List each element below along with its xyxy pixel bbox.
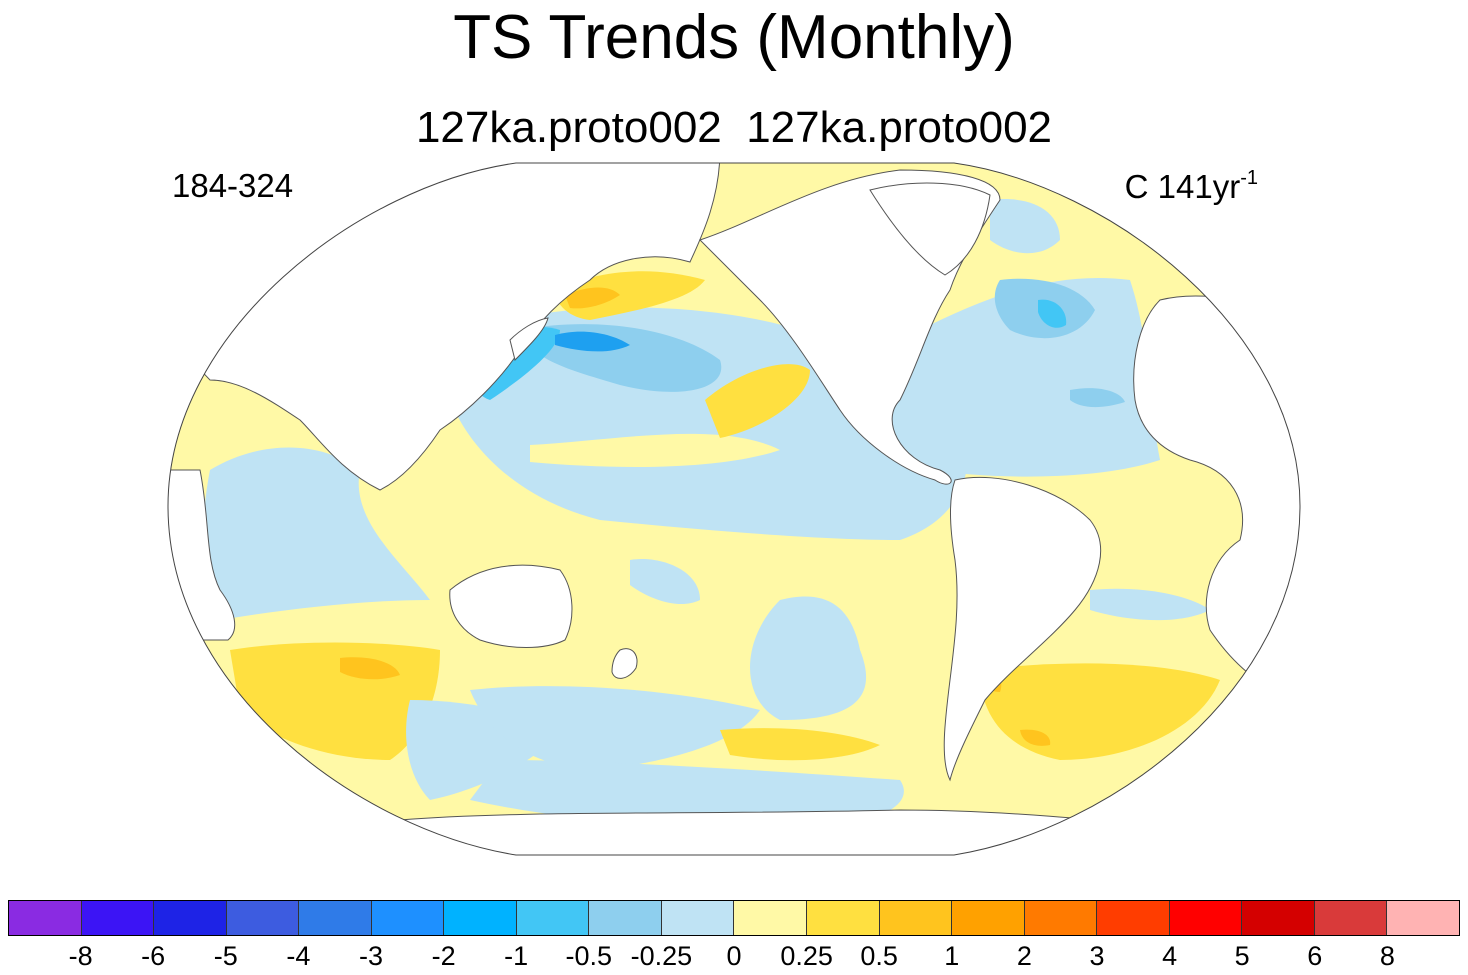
colorbar-tick-label: -5 bbox=[213, 941, 238, 971]
colorbar-box bbox=[9, 901, 82, 935]
colorbar-box bbox=[734, 901, 808, 935]
colorbar-tick-label: -0.25 bbox=[630, 941, 693, 971]
north-atlantic-cool bbox=[906, 278, 1160, 477]
australia-land bbox=[449, 564, 573, 648]
colorbar-box bbox=[1097, 901, 1170, 935]
colorbar-box bbox=[1387, 901, 1459, 935]
colorbar-tick-label: 0 bbox=[726, 941, 742, 971]
aleutian-warm bbox=[555, 271, 705, 320]
colorbar-tick-label: 1 bbox=[944, 941, 960, 971]
equatorial-pacific-warm bbox=[530, 433, 780, 467]
colorbar-box bbox=[879, 901, 953, 935]
colorbar-tick-label: 2 bbox=[1016, 941, 1032, 971]
colorbar-tick-label: 4 bbox=[1162, 941, 1178, 971]
colorbar-tick-label: -1 bbox=[504, 941, 529, 971]
southern-ocean-cool-mid bbox=[470, 686, 760, 770]
colorbar-tick-label: 8 bbox=[1379, 941, 1395, 971]
colorbar-tick-label: -3 bbox=[358, 941, 384, 971]
year-range-label: 184-324 bbox=[172, 167, 294, 204]
colorbar-box bbox=[1314, 901, 1388, 935]
colorbar-box bbox=[1242, 901, 1315, 935]
greenland-land bbox=[869, 182, 991, 276]
colorbar-tick-label: -0.5 bbox=[565, 941, 613, 971]
colorbar-box bbox=[952, 901, 1025, 935]
colorbar-tick-label: 0.25 bbox=[780, 941, 833, 971]
indian-ocean-cool bbox=[203, 447, 430, 620]
colorbar-tick-label: 3 bbox=[1089, 941, 1105, 971]
colorbar-box bbox=[807, 901, 880, 935]
plot-subtitle: 127ka.proto002 127ka.proto002 bbox=[415, 103, 1053, 152]
south-atlantic-cool bbox=[1090, 588, 1210, 621]
colorbar-tick-label: 6 bbox=[1307, 941, 1323, 971]
colorbar-tick-label: -4 bbox=[286, 941, 311, 971]
world-trend-map bbox=[167, 162, 1301, 856]
colorbar-tick-label: 0.5 bbox=[860, 941, 898, 971]
colorbar-box bbox=[1024, 901, 1098, 935]
units-text: C 141yr bbox=[1124, 168, 1241, 205]
colorbar bbox=[8, 900, 1460, 936]
antarctica-land bbox=[399, 809, 1201, 855]
colorbar-tick-label: -6 bbox=[141, 941, 166, 971]
aleutian-warm-core bbox=[565, 287, 620, 309]
units-exponent: -1 bbox=[1240, 167, 1258, 189]
colorbar-box bbox=[661, 901, 735, 935]
north-atlantic-cool-deep bbox=[1038, 299, 1067, 328]
plot-title: TS Trends (Monthly) bbox=[453, 3, 1015, 72]
colorbar-box bbox=[154, 901, 227, 935]
colorbar-tick-label: 5 bbox=[1234, 941, 1250, 971]
colorbar-tick-label: -8 bbox=[68, 941, 93, 971]
south-atlantic-warm-core bbox=[1020, 729, 1051, 746]
central-pacific-cool-patch bbox=[630, 559, 700, 605]
south-indian-warm-core bbox=[340, 657, 400, 680]
colorbar-box bbox=[444, 901, 517, 935]
ne-pacific-warm bbox=[705, 364, 810, 438]
new-zealand-land bbox=[611, 648, 638, 679]
south-america-land bbox=[943, 476, 1102, 782]
colorbar-box bbox=[299, 901, 372, 935]
units-label: C 141yr-1 bbox=[1125, 158, 1258, 207]
greenland-sea-cool bbox=[990, 199, 1060, 254]
japan-cool-deep bbox=[555, 331, 630, 352]
colorbar-tick-label: -2 bbox=[431, 941, 456, 971]
colorbar-box bbox=[81, 901, 155, 935]
colorbar-labels: -8 -6 -5 -4 -3 -2 -1 -0.5 -0.25 0 0.25 0.5 1 2 3 4 5 6 8 bbox=[8, 940, 1460, 974]
southern-ocean-warm-band bbox=[720, 728, 880, 761]
colorbar-box bbox=[226, 901, 300, 935]
japan-land bbox=[509, 317, 549, 361]
south-pacific-cool bbox=[750, 596, 867, 720]
colorbar-box bbox=[589, 901, 662, 935]
colorbar-box bbox=[1169, 901, 1243, 935]
globe-outline bbox=[167, 162, 1301, 856]
colorbar-box bbox=[516, 901, 590, 935]
mid-atlantic-cool bbox=[1070, 388, 1125, 408]
colorbar-box bbox=[371, 901, 445, 935]
